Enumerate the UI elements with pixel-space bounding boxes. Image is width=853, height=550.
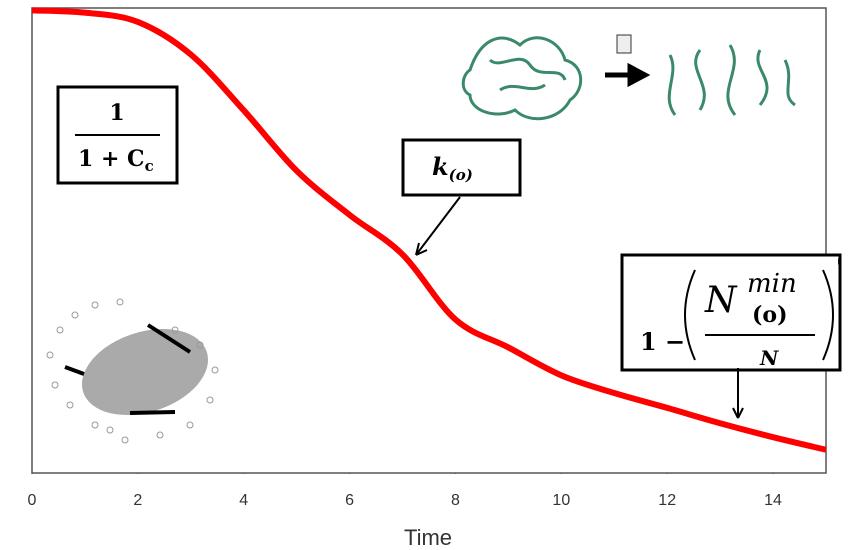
annotation-text: N (704, 280, 738, 321)
x-tick-label: 4 (239, 492, 248, 509)
annotation-text: 1 + Cc (78, 146, 154, 175)
x-tick-label: 10 (552, 492, 570, 509)
annotation-text: min (747, 269, 797, 299)
annotation-text: 1 − (640, 327, 685, 356)
x-tick-label: 12 (658, 492, 676, 509)
chart: 1 1 + Cc k(o) 1 − N min (o) N ' Time 024… (0, 0, 853, 550)
instrument-icon (617, 35, 631, 53)
annotation-text: N (759, 346, 779, 370)
x-tick-label: 2 (133, 492, 142, 509)
x-tick-label: 6 (345, 492, 354, 509)
annotation-text: 1 (109, 100, 124, 126)
annotation-text: ' (836, 255, 843, 281)
x-tick-label: 8 (451, 492, 460, 509)
x-tick-label: 0 (28, 492, 37, 509)
x-tick-label: 14 (764, 492, 782, 509)
x-axis-label: Time (404, 525, 452, 550)
annotation-text: (o) (752, 302, 788, 328)
